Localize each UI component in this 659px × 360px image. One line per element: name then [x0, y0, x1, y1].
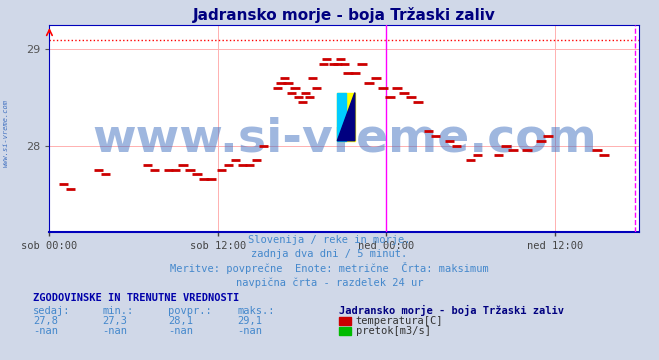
Text: -nan: -nan — [168, 326, 193, 336]
Text: Meritve: povprečne  Enote: metrične  Črta: maksimum: Meritve: povprečne Enote: metrične Črta:… — [170, 262, 489, 274]
Bar — [337, 93, 355, 141]
Text: -nan: -nan — [102, 326, 127, 336]
Text: zadnja dva dni / 5 minut.: zadnja dva dni / 5 minut. — [251, 249, 408, 260]
Text: Slovenija / reke in morje.: Slovenija / reke in morje. — [248, 235, 411, 245]
Text: www.si-vreme.com: www.si-vreme.com — [92, 117, 596, 162]
Text: 29,1: 29,1 — [237, 316, 262, 326]
Text: min.:: min.: — [102, 306, 133, 316]
Text: 28,1: 28,1 — [168, 316, 193, 326]
Text: ZGODOVINSKE IN TRENUTNE VREDNOSTI: ZGODOVINSKE IN TRENUTNE VREDNOSTI — [33, 293, 239, 303]
Polygon shape — [337, 93, 355, 141]
Title: Jadransko morje - boja Tržaski zaliv: Jadransko morje - boja Tržaski zaliv — [193, 6, 496, 23]
Text: 27,3: 27,3 — [102, 316, 127, 326]
Text: pretok[m3/s]: pretok[m3/s] — [356, 326, 431, 336]
Text: sedaj:: sedaj: — [33, 306, 71, 316]
Text: -nan: -nan — [237, 326, 262, 336]
Text: 27,8: 27,8 — [33, 316, 58, 326]
Text: temperatura[C]: temperatura[C] — [356, 316, 444, 326]
Text: Jadransko morje - boja Tržaski zaliv: Jadransko morje - boja Tržaski zaliv — [339, 305, 564, 316]
Text: maks.:: maks.: — [237, 306, 275, 316]
Text: www.si-vreme.com: www.si-vreme.com — [2, 99, 9, 167]
Text: -nan: -nan — [33, 326, 58, 336]
Bar — [337, 93, 346, 141]
Text: navpična črta - razdelek 24 ur: navpična črta - razdelek 24 ur — [236, 278, 423, 288]
Text: povpr.:: povpr.: — [168, 306, 212, 316]
